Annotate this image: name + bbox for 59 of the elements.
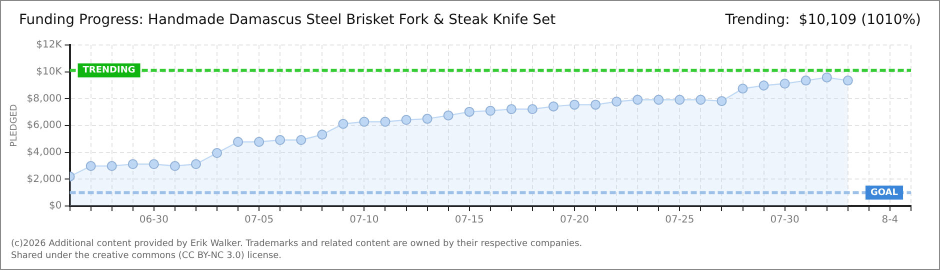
- y-tick-label: $8,000: [26, 93, 62, 104]
- point: [612, 96, 622, 107]
- point: [128, 159, 138, 170]
- y-tick-label: $6,000: [26, 120, 62, 132]
- point: [590, 100, 601, 110]
- point: [674, 94, 685, 105]
- point: [86, 161, 96, 172]
- point: [275, 134, 286, 145]
- point: [506, 104, 516, 114]
- x-tick-label: 8-4: [882, 214, 898, 226]
- point: [170, 161, 180, 172]
- point: [212, 148, 222, 158]
- point: [422, 114, 432, 124]
- text: (c)2026 Additional content provided by Erik Walker. Trademarks and related content are owned by their respective companies.: [11, 238, 582, 250]
- x-tick-label: 07-30: [770, 214, 800, 226]
- x-tick-label: 07-15: [454, 214, 484, 226]
- x-tick-label: 07-20: [560, 214, 590, 226]
- point: [401, 114, 412, 125]
- point: [106, 161, 117, 172]
- x-tick-label: 07-25: [665, 214, 694, 226]
- y-axis-title: PLEDGED: [10, 104, 20, 147]
- point: [822, 72, 832, 82]
- point: [842, 76, 853, 86]
- point: [296, 134, 306, 145]
- point: [380, 116, 390, 127]
- chart-title: Funding Progress: Handmade Damascus Steel Brisket Fork & Steak Knife Set: [19, 12, 556, 28]
- point: [485, 106, 496, 116]
- point: [359, 116, 370, 127]
- point: [317, 130, 328, 140]
- point: [738, 84, 748, 94]
- text: Shared under the creative commons (CC BY-NC 3.0) license.: [11, 250, 283, 262]
- x-tick-label: 07-05: [244, 214, 274, 226]
- point: [527, 104, 538, 114]
- y-tick-label: $10K: [36, 66, 62, 78]
- point: [570, 100, 580, 110]
- point: [758, 80, 769, 91]
- ref-line-label: GOAL: [870, 188, 898, 198]
- point: [190, 159, 201, 170]
- chart-subtitle: Trending: $10,109 (1010%): [725, 12, 921, 28]
- point: [716, 96, 727, 106]
- point: [632, 94, 643, 105]
- point: [338, 118, 348, 129]
- point: [148, 159, 159, 170]
- y-tick-label: $12K: [36, 40, 62, 51]
- x-tick-label: 06-30: [139, 214, 168, 226]
- ref-line-label: TRENDING: [82, 66, 136, 76]
- y-tick-label: $4,000: [26, 146, 62, 158]
- point: [233, 136, 244, 147]
- point: [254, 136, 264, 147]
- point: [800, 76, 811, 86]
- point: [464, 106, 474, 117]
- point: [696, 94, 706, 105]
- y-tick-label: $0: [49, 200, 62, 212]
- y-tick-label: $2,000: [26, 174, 62, 185]
- point: [654, 94, 664, 105]
- point: [548, 101, 558, 112]
- point: [780, 78, 790, 89]
- x-tick-label: 07-10: [350, 214, 379, 226]
- point: [443, 110, 454, 120]
